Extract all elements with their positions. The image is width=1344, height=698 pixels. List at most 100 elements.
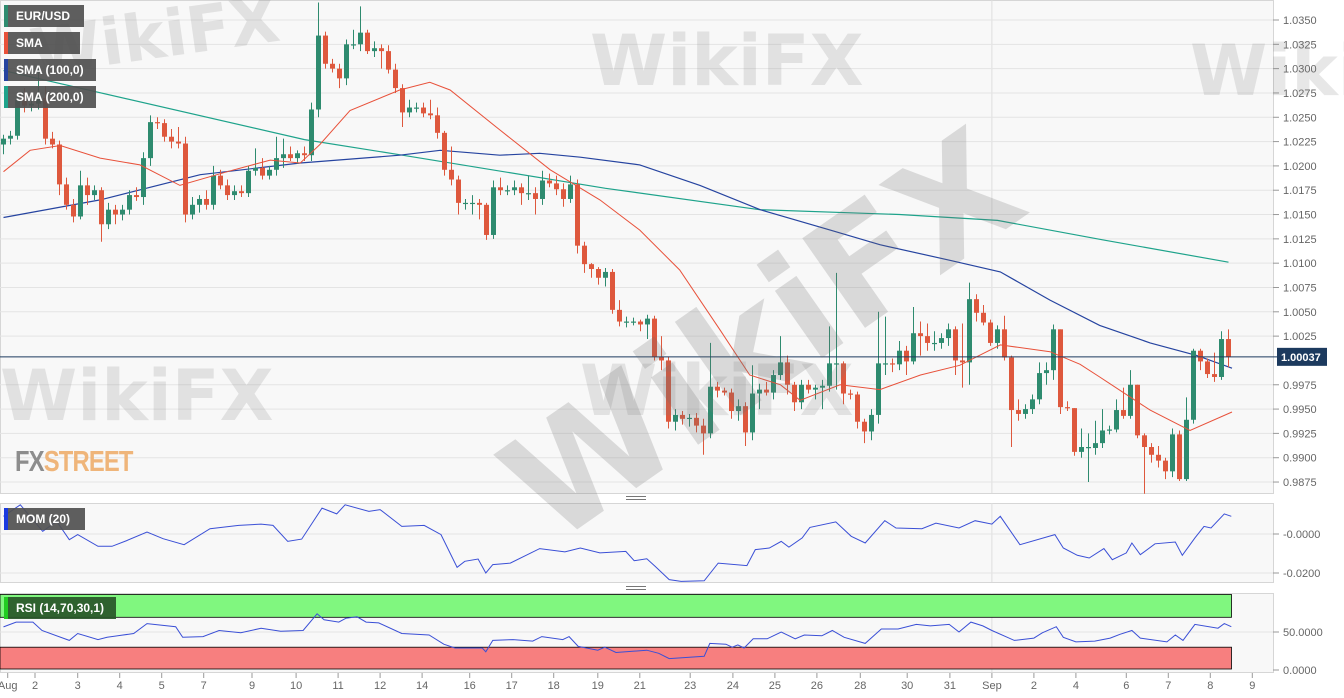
candle	[211, 165, 216, 210]
candle	[925, 323, 930, 351]
price-tick-label: 1.0350	[1283, 15, 1317, 27]
candle	[190, 197, 195, 220]
legend-label: SMA (100,0)	[16, 63, 84, 77]
candle-body	[330, 63, 335, 69]
legend-sma20[interactable]: SMA (20,0)	[4, 32, 80, 72]
candle	[225, 179, 230, 200]
price-tick-label: 1.0100	[1283, 258, 1317, 270]
candle	[897, 340, 902, 371]
candle	[449, 146, 454, 186]
candle-body	[1037, 373, 1042, 400]
candle	[274, 136, 279, 176]
legend-color-strip	[4, 597, 8, 619]
candle-body	[211, 175, 216, 205]
candle	[764, 381, 769, 396]
candle-body	[323, 35, 328, 64]
candle	[176, 126, 181, 149]
candle	[981, 305, 986, 326]
candle-body	[743, 406, 748, 433]
legend-rsi[interactable]: RSI (14,70,30,1)	[4, 597, 116, 619]
candle-body	[792, 384, 797, 403]
candle	[638, 319, 643, 332]
candle-body	[43, 97, 48, 139]
mom-tick-label: -0.0000	[1283, 529, 1320, 541]
candle-body	[246, 170, 251, 194]
candle-body	[428, 113, 433, 116]
candle-body	[750, 393, 755, 433]
legend-sma200[interactable]: SMA (200,0)	[4, 86, 96, 108]
candle-body	[673, 414, 678, 422]
x-tick-label: 23	[684, 680, 696, 692]
candle-body	[1142, 435, 1147, 448]
candle-body	[456, 179, 461, 203]
candle	[673, 409, 678, 431]
candle	[596, 267, 601, 285]
candle	[281, 138, 286, 168]
candle	[1037, 362, 1042, 405]
candle-body	[477, 202, 482, 205]
candle-body	[1198, 350, 1203, 362]
legend-color-strip	[4, 86, 8, 108]
rsi-overbought-zone	[0, 594, 1232, 618]
legend-label: RSI (14,70,30,1)	[16, 601, 105, 615]
legend-color-strip	[4, 508, 8, 530]
candle-body	[1135, 384, 1140, 436]
candle	[526, 175, 531, 200]
current-price-badge	[1277, 347, 1327, 366]
legend-mom[interactable]: MOM (20)	[4, 508, 85, 530]
legend-color-strip	[4, 5, 8, 27]
candle	[610, 269, 615, 314]
price-tick-label: 0.9925	[1283, 428, 1317, 440]
candle-body	[904, 350, 909, 362]
candle-body	[295, 153, 300, 159]
candle-body	[393, 69, 398, 89]
candle	[50, 131, 55, 149]
pane-resize-handle[interactable]	[626, 586, 646, 590]
candle	[974, 294, 979, 322]
candle	[757, 383, 762, 410]
candle	[1156, 446, 1161, 468]
candle-body	[218, 175, 223, 186]
legend-eurusd[interactable]: EUR/USD	[4, 5, 84, 27]
candle-body	[407, 107, 412, 113]
candle	[169, 128, 174, 149]
x-tick-label: 14	[416, 680, 428, 692]
fxstreet-logo: FXSTREET	[15, 446, 133, 479]
price-tick-label: 1.0025	[1283, 331, 1317, 343]
candle	[295, 150, 300, 164]
x-tick-label: 6	[1123, 680, 1129, 692]
candle	[904, 345, 909, 376]
candle-body	[470, 202, 475, 205]
candle-body	[491, 187, 496, 235]
candle-body	[1086, 447, 1091, 449]
candle-body	[946, 329, 951, 339]
candle	[351, 29, 356, 50]
candle-body	[722, 390, 727, 393]
candle	[1086, 433, 1091, 483]
candle	[995, 325, 1000, 349]
candle-body	[932, 342, 937, 345]
candle	[589, 263, 594, 278]
candle-body	[526, 193, 531, 195]
x-tick-label: Aug	[0, 680, 17, 692]
candle-body	[1184, 419, 1189, 480]
x-tick-label: 9	[249, 680, 255, 692]
candle	[918, 321, 923, 356]
candle	[778, 336, 783, 380]
candle	[701, 418, 706, 455]
candle	[407, 99, 412, 118]
legend-sma100[interactable]: SMA (100,0)	[4, 59, 96, 81]
candle	[953, 326, 958, 376]
candle-body	[785, 362, 790, 385]
candle-body	[694, 417, 699, 426]
candle	[1030, 394, 1035, 414]
pane-resize-handle[interactable]	[626, 496, 646, 500]
candle	[127, 190, 132, 215]
candle-body	[603, 271, 608, 278]
candle-body	[701, 425, 706, 434]
candle-body	[421, 107, 426, 114]
candle-body	[617, 309, 622, 322]
candle-body	[939, 338, 944, 343]
candle-body	[372, 48, 377, 52]
